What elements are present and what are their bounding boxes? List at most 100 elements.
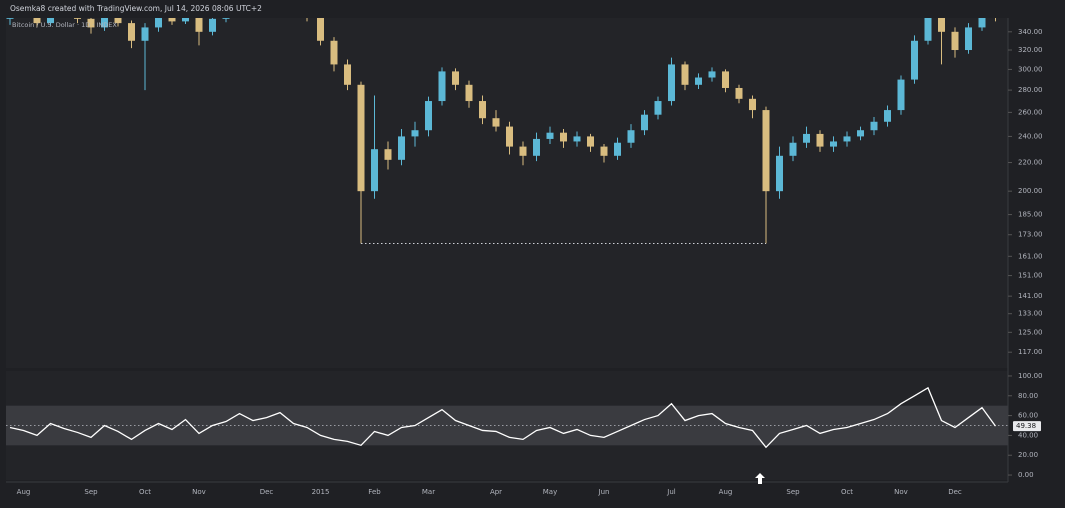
- y-tick-label: 161.00: [1018, 252, 1043, 260]
- candle-body: [641, 114, 648, 131]
- y-tick-label: 117.00: [1018, 348, 1043, 356]
- candle-body: [776, 155, 783, 192]
- candle-body: [411, 130, 419, 137]
- candle-body: [195, 18, 203, 32]
- y-tick-label: 60.00: [1018, 412, 1038, 420]
- candle-body: [371, 149, 378, 192]
- candle-body: [6, 18, 14, 19]
- y-tick-label: 40.00: [1018, 431, 1038, 439]
- x-tick-label: Aug: [719, 488, 733, 496]
- candle-body: [425, 101, 432, 131]
- candle-body: [492, 118, 500, 127]
- candle-body: [465, 84, 473, 102]
- candle-body: [222, 18, 230, 19]
- candle-body: [344, 64, 351, 85]
- candle-body: [681, 64, 689, 85]
- candle-body: [965, 27, 972, 51]
- candle-body: [614, 142, 621, 156]
- candle-body: [182, 18, 189, 22]
- candle-body: [924, 18, 932, 41]
- x-tick-label: Jul: [666, 488, 676, 496]
- price-pane: [6, 18, 1008, 368]
- candle-body: [573, 136, 581, 142]
- y-tick-label: 200.00: [1018, 187, 1043, 195]
- candle-body: [708, 71, 716, 78]
- x-tick-label: Oct: [841, 488, 853, 496]
- candle-body: [830, 141, 837, 147]
- candle-body: [33, 18, 41, 24]
- last-value-label: 49.38: [1016, 422, 1036, 430]
- candle-body: [600, 146, 608, 156]
- x-tick-label: Oct: [139, 488, 151, 496]
- last-value-box: [1013, 421, 1041, 432]
- x-tick-label: Dec: [948, 488, 962, 496]
- arrow-icon: [755, 473, 765, 484]
- price-plot: [6, 18, 996, 245]
- y-tick-label: 340.00: [1018, 28, 1043, 36]
- candle-body: [357, 84, 365, 192]
- y-tick-label: 80.00: [1018, 392, 1038, 400]
- candle-body: [101, 18, 108, 28]
- x-tick-label: Dec: [260, 488, 274, 496]
- y-tick-label: 100.00: [1018, 372, 1043, 380]
- candle-body: [911, 40, 918, 80]
- candle-body: [803, 133, 810, 143]
- candle-body: [384, 149, 392, 160]
- x-tick-label: Feb: [368, 488, 381, 496]
- axes: 340.00 320.00 300.00 280.00 260.00 240.00 220.…: [17, 28, 1043, 496]
- candle-body: [695, 77, 702, 85]
- x-tick-label: Apr: [490, 488, 502, 496]
- candle-body: [74, 18, 81, 19]
- candle-body: [128, 23, 135, 41]
- candle-body: [654, 101, 662, 115]
- candle-body: [87, 18, 95, 28]
- candle-body: [627, 130, 635, 143]
- candle-body: [452, 71, 459, 85]
- y-tick-label: 260.00: [1018, 108, 1043, 116]
- y-tick-label: 185.00: [1018, 211, 1043, 219]
- y-tick-label: 280.00: [1018, 86, 1043, 94]
- candle-body: [884, 110, 891, 122]
- candle-body: [141, 27, 149, 41]
- candle-body: [735, 87, 743, 99]
- candle-body: [330, 40, 338, 65]
- candle-body: [560, 132, 567, 142]
- candle-body: [938, 18, 945, 32]
- candle-body: [47, 18, 54, 24]
- y-tick-label: 173.00: [1018, 231, 1043, 239]
- candle-body: [857, 130, 864, 137]
- candle-body: [668, 64, 675, 102]
- candle-body: [438, 71, 446, 102]
- y-tick-label: 141.00: [1018, 292, 1043, 300]
- candle-body: [209, 18, 216, 32]
- candle-body: [587, 136, 594, 147]
- candle-body: [843, 136, 851, 142]
- y-tick-label: 300.00: [1018, 65, 1043, 73]
- x-tick-label: Sep: [786, 488, 800, 496]
- caption: Osemka8 created with TradingView.com, Ju…: [10, 4, 262, 13]
- candle-body: [897, 79, 905, 111]
- candle-body: [789, 142, 797, 156]
- candle-body: [870, 121, 878, 131]
- chart-title: Bitcoin / U.S. Dollar · 1D · INDEX: [12, 21, 117, 29]
- candle-body: [398, 136, 405, 160]
- candle-body: [533, 138, 540, 156]
- candle-body: [317, 18, 324, 41]
- candle-body: [722, 71, 729, 88]
- candle-body: [479, 101, 486, 119]
- y-tick-label: 0.00: [1018, 471, 1034, 479]
- x-tick-label: Mar: [422, 488, 435, 496]
- y-tick-label: 220.00: [1018, 159, 1043, 167]
- y-tick-label: 125.00: [1018, 328, 1043, 336]
- x-tick-label: May: [543, 488, 557, 496]
- x-tick-label: Nov: [894, 488, 908, 496]
- rsi-line: [9, 386, 997, 449]
- candle-body: [506, 126, 513, 147]
- candle-body: [546, 132, 554, 139]
- candle-body: [978, 18, 986, 28]
- candle-body: [168, 18, 176, 22]
- y-tick-label: 151.00: [1018, 272, 1043, 280]
- y-tick-label: 20.00: [1018, 451, 1038, 459]
